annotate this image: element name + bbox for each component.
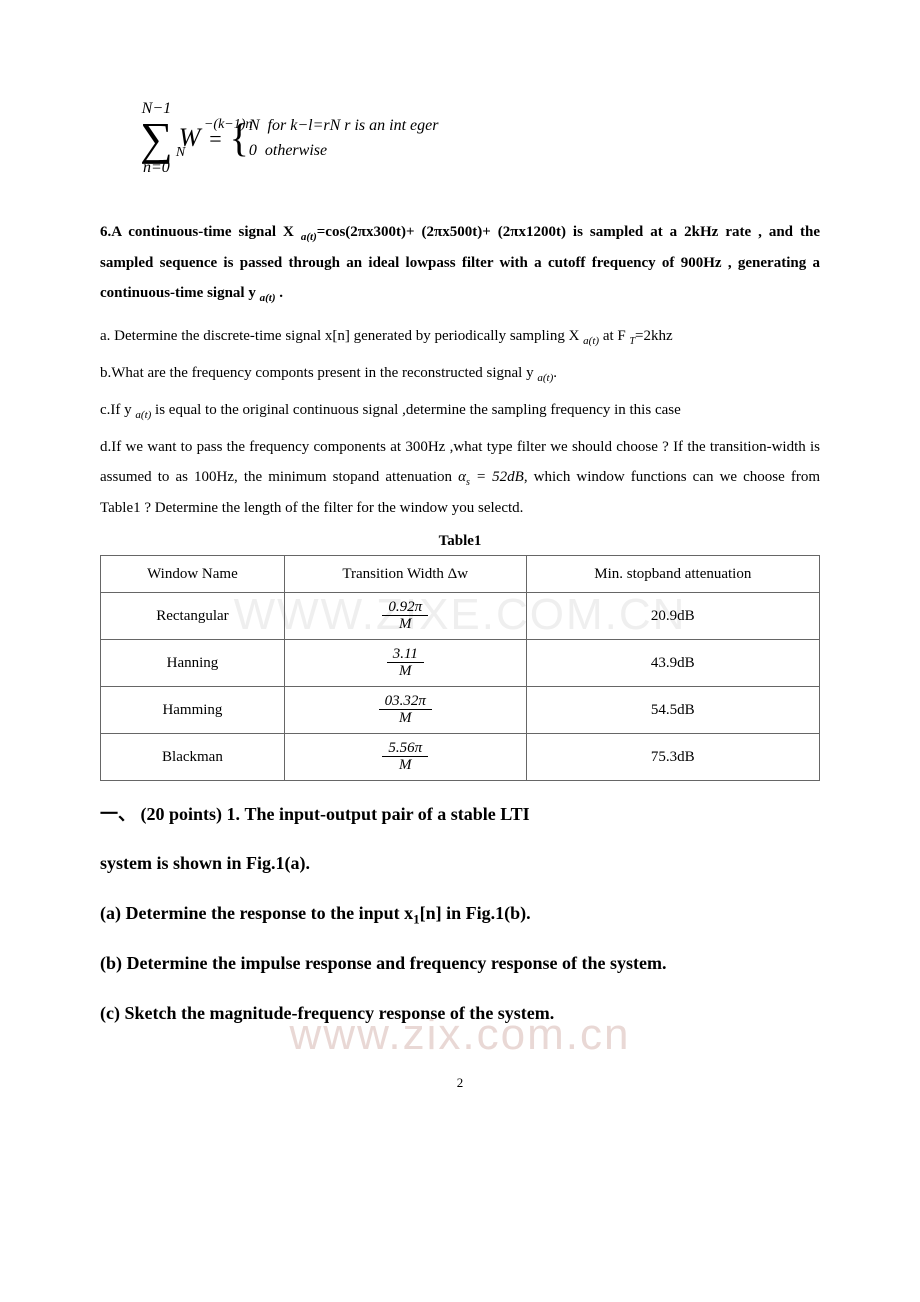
case1-body: for k−l=rN r is an int eger xyxy=(268,117,439,134)
q6-part-d: d.If we want to pass the frequency compo… xyxy=(100,432,820,523)
table-title: Table1 xyxy=(100,529,820,553)
table-row: Blackman 5.56πM 75.3dB xyxy=(101,733,820,780)
sigma-lower-limit: n=0 xyxy=(143,159,170,177)
section-one-a: (a) Determine the response to the input … xyxy=(100,894,820,934)
table-row: Rectangular 0.92πM 20.9dB xyxy=(101,592,820,639)
table-row: Hamming 03.32πM 54.5dB xyxy=(101,686,820,733)
section-one: 一、 (20 points) 1. The input-output pair … xyxy=(100,795,820,1034)
section-one-heading: 一、 (20 points) 1. The input-output pair … xyxy=(100,795,820,835)
header-window-name: Window Name xyxy=(101,555,285,592)
q6-part-a: a. Determine the discrete-time signal x[… xyxy=(100,321,820,352)
summation-formula: N−1 ∑ n=0 W −(k−1)n N = { N for k−l=rN r… xyxy=(140,100,820,177)
table-header-row: Window Name Transition Width Δw Min. sto… xyxy=(101,555,820,592)
question-6-statement: 6.A continuous-time signal X a(t)=cos(2π… xyxy=(100,217,820,309)
section-one-heading-cont: system is shown in Fig.1(a). xyxy=(100,844,820,884)
question-6-parts: a. Determine the discrete-time signal x[… xyxy=(100,321,820,523)
q6-part-c: c.If y a(t) is equal to the original con… xyxy=(100,395,820,426)
section-one-b: (b) Determine the impulse response and f… xyxy=(100,944,820,984)
section-one-c: (c) Sketch the magnitude-frequency respo… xyxy=(100,994,820,1034)
case2-body: otherwise xyxy=(265,142,327,159)
window-functions-table: Window Name Transition Width Δw Min. sto… xyxy=(100,555,820,781)
q6-part-b: b.What are the frequency componts presen… xyxy=(100,358,820,389)
W-subscript: N xyxy=(176,145,185,160)
table-row: Hanning 3.11M 43.9dB xyxy=(101,639,820,686)
W-exponent: −(k−1)n xyxy=(204,117,252,132)
header-transition-width: Transition Width Δw xyxy=(284,555,526,592)
sigma-symbol: ∑ xyxy=(140,118,173,159)
page-number: 2 xyxy=(100,1073,820,1094)
header-stopband-atten: Min. stopband attenuation xyxy=(526,555,819,592)
